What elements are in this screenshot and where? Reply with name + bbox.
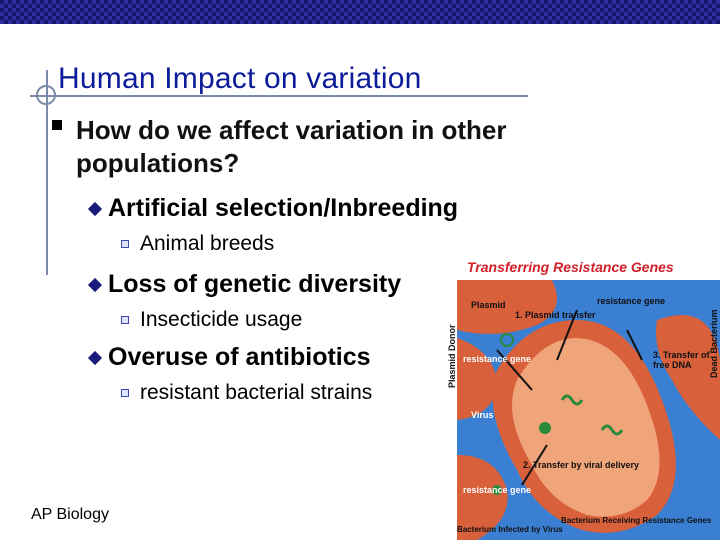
top-decorative-band xyxy=(0,0,720,24)
title-underline xyxy=(30,95,528,97)
virus-shape xyxy=(492,485,502,495)
left-guide-line xyxy=(46,70,48,275)
slide-title: Human Impact on variation xyxy=(58,62,422,95)
label-plasmid-donor: Plasmid Donor xyxy=(447,324,457,388)
plasmid-transfer-arrow xyxy=(556,309,578,361)
item-label-3: Overuse of antibiotics xyxy=(108,343,371,371)
label-step-3: 3. Transfer of free DNA xyxy=(653,350,710,370)
plasmid-ring xyxy=(500,333,514,347)
label-resistance-gene-left: resistance gene xyxy=(463,354,532,364)
bacteria-illustration xyxy=(457,280,720,540)
label-dead-bacterium: Dead Bacterium xyxy=(709,309,719,378)
small-square-bullet-icon xyxy=(121,240,129,248)
item-sub-3: resistant bacterial strains xyxy=(140,381,373,404)
plasmid-arrow xyxy=(496,349,533,391)
figure-panel: Plasmid resistance gene 1. Plasmid trans… xyxy=(457,280,720,540)
main-bullet: How do we affect variation in other popu… xyxy=(76,115,507,178)
label-resistance-gene-bottom: resistance gene xyxy=(463,485,532,495)
label-infected-bacterium: Bacterium Infected by Virus xyxy=(457,525,563,534)
label-plasmid: Plasmid xyxy=(471,300,506,310)
label-step-1: 1. Plasmid transfer xyxy=(515,310,596,320)
dead-bacterium-shape xyxy=(656,315,720,440)
plasmid-donor-bacterium-left xyxy=(457,338,497,420)
diamond-bullet-icon xyxy=(87,201,103,217)
item-label-1: Artificial selection/Inbreeding xyxy=(108,194,459,222)
label-step-2: 2. Transfer by viral delivery xyxy=(523,460,640,470)
footer-label: AP Biology xyxy=(31,506,109,523)
item-sub-2: Insecticide usage xyxy=(140,308,303,331)
plasmid-donor-bacterium-top xyxy=(457,280,557,334)
infected-bacterium-shape xyxy=(457,455,508,540)
diamond-bullet-icon xyxy=(87,277,103,293)
item-label-2: Loss of genetic diversity xyxy=(108,270,402,298)
viral-delivery-arrow xyxy=(521,444,548,486)
resistance-gene-squiggle xyxy=(600,424,624,436)
crosshair-icon xyxy=(36,85,56,105)
diamond-bullet-icon xyxy=(87,350,103,366)
item-sub-1: Animal breeds xyxy=(140,232,275,255)
resistance-genes-figure: Transferring Resistance Genes xyxy=(447,258,720,540)
receiving-bacterium-inner xyxy=(512,338,660,517)
small-square-bullet-icon xyxy=(121,389,129,397)
figure-title: Transferring Resistance Genes xyxy=(467,259,674,275)
small-square-bullet-icon xyxy=(121,316,129,324)
label-resistance-gene-top: resistance gene xyxy=(597,296,666,306)
virus-shape xyxy=(539,422,551,434)
label-virus: Virus xyxy=(471,410,494,420)
resistance-gene-squiggle xyxy=(560,394,584,406)
label-receiving-bacterium: Bacterium Receiving Resistance Genes xyxy=(561,516,712,525)
free-dna-arrow xyxy=(626,329,643,361)
square-bullet-icon xyxy=(52,120,62,130)
